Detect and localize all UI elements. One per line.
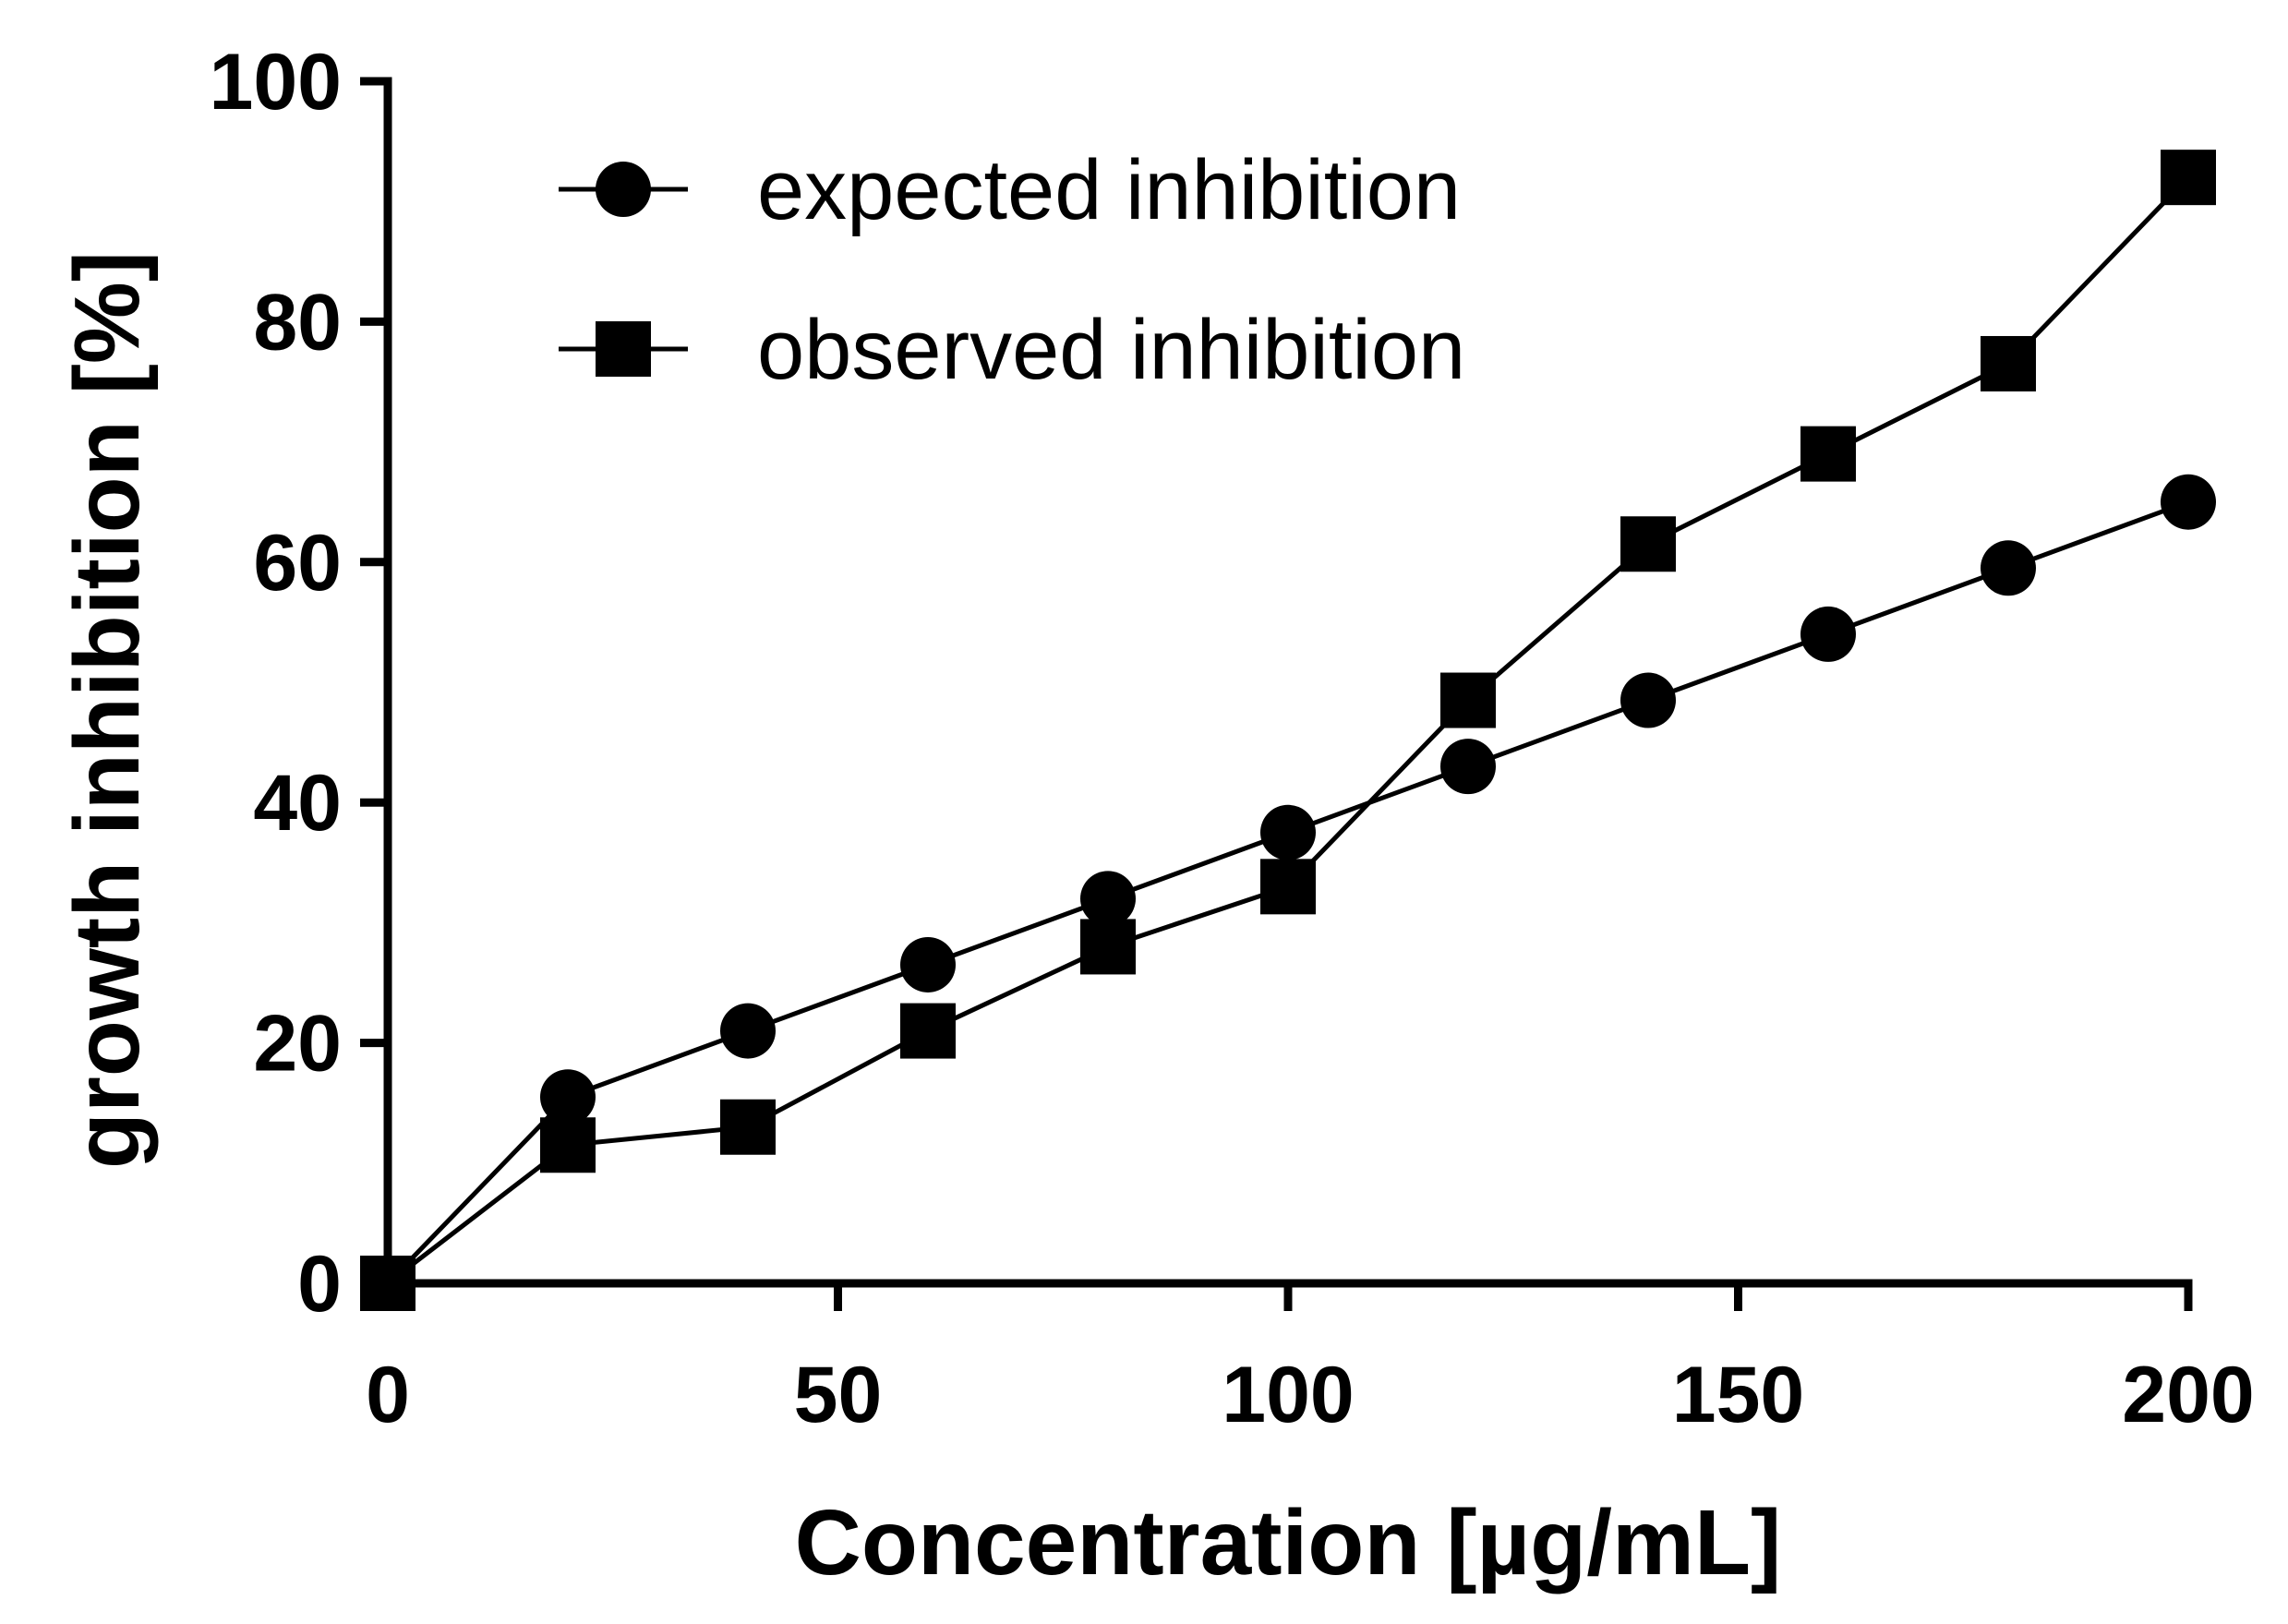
data-point-observed (1800, 426, 1856, 482)
data-point-expected (1440, 739, 1496, 795)
legend-marker-observed (596, 321, 651, 377)
x-tick-label: 0 (366, 1351, 410, 1439)
legend-label-observed: observed inhibition (757, 303, 1465, 397)
data-point-observed (1080, 919, 1136, 975)
x-tick-label: 200 (2122, 1351, 2255, 1439)
data-point-expected (1800, 606, 1856, 662)
y-tick-label: 20 (253, 1000, 342, 1089)
data-point-observed (1620, 516, 1676, 572)
y-tick-label: 80 (253, 278, 342, 367)
data-point-observed (1981, 335, 2036, 391)
data-point-observed (540, 1117, 596, 1173)
data-point-expected (2161, 474, 2216, 530)
series-group (360, 150, 2216, 1311)
axes (383, 77, 2193, 1288)
data-point-observed (1440, 672, 1496, 728)
data-point-observed (720, 1099, 776, 1155)
data-point-observed (1260, 859, 1316, 915)
data-point-observed (360, 1256, 415, 1311)
x-tick-label: 150 (1672, 1351, 1805, 1439)
data-point-expected (720, 1003, 776, 1059)
data-point-observed (900, 1003, 956, 1059)
y-tick-label: 60 (253, 519, 342, 607)
data-point-expected (900, 936, 956, 992)
y-tick-label: 40 (253, 759, 342, 848)
data-point-observed (2161, 150, 2216, 206)
data-point-expected (1260, 804, 1316, 860)
legend: expected inhibition observed inhibition (559, 143, 1465, 397)
ticks: 0 50 100 150 200 0 20 40 60 80 100 (210, 38, 2255, 1439)
x-tick-label: 50 (794, 1351, 883, 1439)
legend-label-expected: expected inhibition (757, 143, 1461, 237)
x-axis-title: Concentration [µg/mL] (795, 1491, 1782, 1594)
x-tick-label: 100 (1222, 1351, 1355, 1439)
legend-marker-expected (596, 162, 651, 217)
data-point-expected (1620, 672, 1676, 728)
data-point-expected (1981, 540, 2036, 596)
data-point-expected (1080, 871, 1136, 927)
data-point-expected (540, 1069, 596, 1125)
y-tick-label: 0 (297, 1240, 342, 1329)
y-tick-label: 100 (210, 38, 343, 126)
y-axis-title: growth inhibition [%] (55, 251, 159, 1169)
